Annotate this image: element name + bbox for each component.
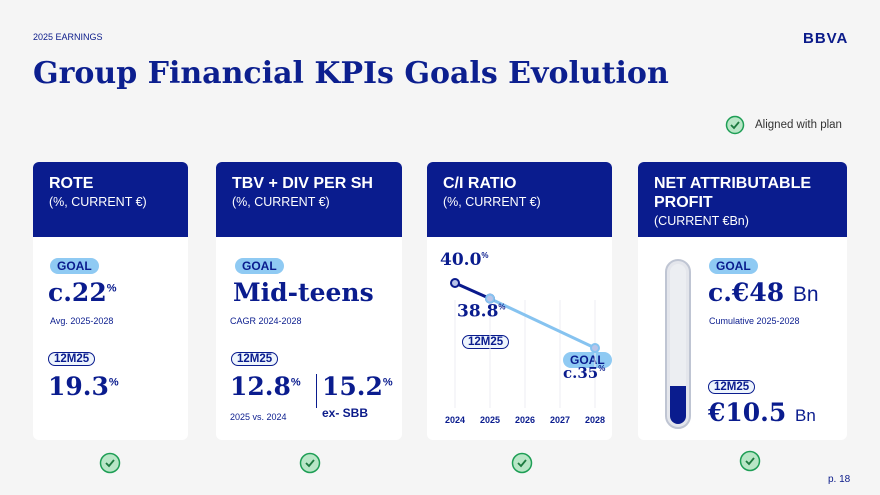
divider [316,374,317,408]
value-label: 40.0% [440,250,489,270]
section-label: 2025 EARNINGS [33,32,103,42]
point [590,343,600,353]
kpi-card: TBV + DIV PER SH (%, CURRENT €) GOAL Mid-… [216,162,402,440]
actual-tag: 12M25 [462,335,510,349]
value-label-unit: % [481,251,488,260]
line [489,297,596,350]
goal-tag: GOAL [563,352,612,368]
value-label-text: 40.0 [440,250,482,270]
title: Group Financial KPIs Goals Evolution [33,56,669,91]
value-label-unit: % [498,303,505,312]
goal-tag: GOAL [50,258,99,274]
legend-label: Aligned with plan [755,119,842,131]
page-number: p. 18 [828,474,851,485]
card-subtitle: (%, CURRENT €) [443,195,541,209]
x-tick-label: 2024 [445,415,465,425]
card-subtitle: (CURRENT €Bn) [654,214,749,228]
actual-tag: 12M25 [231,352,279,366]
line [454,281,491,300]
x-tick-label: 2028 [585,415,605,425]
goal-value: c.€48 Bn [708,278,819,307]
card-subtitle: (%, CURRENT €) [49,195,147,209]
logo: BBVA [803,30,849,47]
goal-value: Mid-teens [233,278,374,307]
value-label: c.35% [563,364,605,382]
check-icon [725,115,745,135]
card-title: C/I RATIO [443,175,517,192]
point [485,293,495,304]
card-title: ROTE [49,175,94,192]
kpi-card: NET ATTRIBUTABLE PROFIT (CURRENT €Bn) GOA… [638,162,847,440]
kpi-card: C/I RATIO (%, CURRENT €) [427,162,612,440]
card-subtitle: (%, CURRENT €) [232,195,330,209]
x-tick-label: 2026 [515,415,535,425]
goal-tag: GOAL [709,258,758,274]
progress-tube [665,259,691,429]
card-title: TBV + DIV PER SH [232,175,373,192]
x-tick-label: 2025 [480,415,500,425]
value-label-unit: % [598,364,605,373]
goal-note: Avg. 2025-2028 [50,316,114,326]
point [450,278,460,288]
value-label-text: c.35 [563,364,598,382]
alt-note: ex- SBB [322,406,369,420]
value-label: 38.8% [457,302,506,322]
card-title: NET ATTRIBUTABLE PROFIT [654,175,812,211]
actual-value: €10.5 Bn [708,398,816,427]
actual-value: 12.8% [230,372,301,401]
x-tick-label: 2027 [550,415,570,425]
goal-tag: GOAL [235,258,284,274]
actual-tag: 12M25 [48,352,96,366]
actual-value: 19.3% [48,372,119,401]
alt-value: 15.2% [322,372,393,401]
actual-note: 2025 vs. 2024 [230,412,287,422]
goal-note: Cumulative 2025-2028 [709,316,800,326]
goal-value: c.22% [48,278,117,307]
actual-tag: 12M25 [708,380,756,394]
value-label-text: 38.8 [457,302,498,322]
kpi-card: ROTE (%, CURRENT €) GOAL c.22% Avg. 2025-… [33,162,188,440]
goal-note: CAGR 2024-2028 [230,316,302,326]
